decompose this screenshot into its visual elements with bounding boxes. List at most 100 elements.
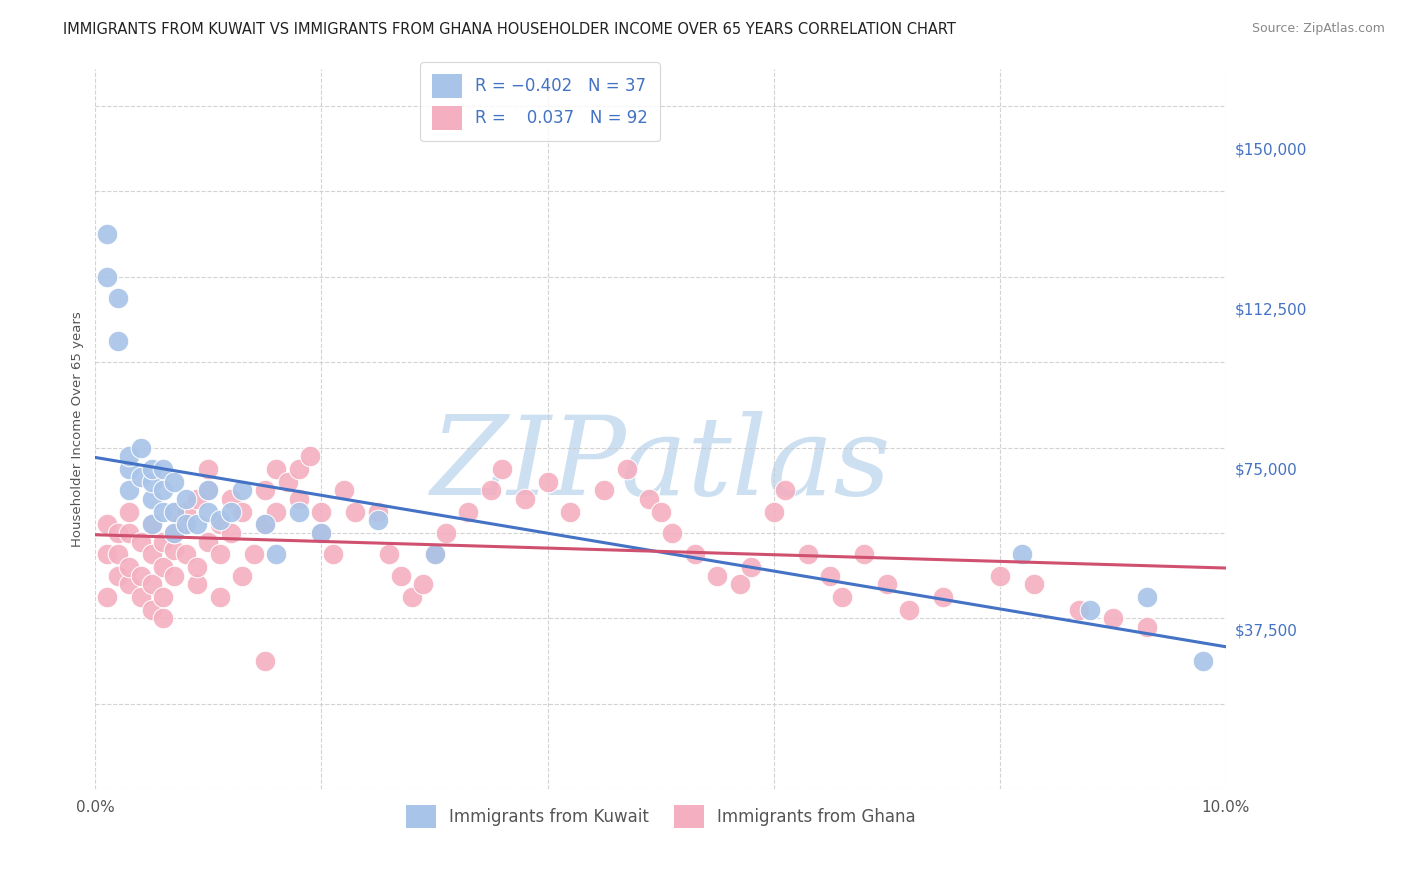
Point <box>219 505 242 519</box>
Point <box>1136 620 1159 634</box>
Point <box>197 483 219 498</box>
Point <box>1078 603 1101 617</box>
Point <box>253 654 276 668</box>
Y-axis label: Householder Income Over 65 years: Householder Income Over 65 years <box>72 311 84 547</box>
Point <box>152 590 174 604</box>
Point <box>208 547 231 561</box>
Point <box>174 517 197 532</box>
Text: IMMIGRANTS FROM KUWAIT VS IMMIGRANTS FROM GHANA HOUSEHOLDER INCOME OVER 65 YEARS: IMMIGRANTS FROM KUWAIT VS IMMIGRANTS FRO… <box>63 22 956 37</box>
Point <box>129 534 152 549</box>
Point <box>152 560 174 574</box>
Point <box>118 449 141 463</box>
Point <box>231 483 253 498</box>
Point <box>1067 603 1090 617</box>
Point <box>107 547 129 561</box>
Point <box>264 547 287 561</box>
Point <box>96 269 118 284</box>
Text: Source: ZipAtlas.com: Source: ZipAtlas.com <box>1251 22 1385 36</box>
Point <box>311 505 333 519</box>
Point <box>118 462 141 476</box>
Point <box>423 547 446 561</box>
Point <box>129 568 152 582</box>
Point <box>118 483 141 498</box>
Point <box>96 227 118 241</box>
Point <box>208 517 231 532</box>
Point <box>118 505 141 519</box>
Point <box>231 505 253 519</box>
Point <box>661 526 683 541</box>
Point <box>457 505 479 519</box>
Point <box>728 577 751 591</box>
Point <box>1022 577 1045 591</box>
Point <box>129 441 152 455</box>
Point <box>197 462 219 476</box>
Point <box>197 534 219 549</box>
Point <box>491 462 513 476</box>
Point <box>163 543 186 558</box>
Point <box>107 568 129 582</box>
Point <box>118 526 141 541</box>
Point <box>311 526 333 541</box>
Point <box>96 517 118 532</box>
Point <box>264 462 287 476</box>
Point <box>762 505 785 519</box>
Point <box>129 590 152 604</box>
Point <box>208 590 231 604</box>
Point <box>186 517 208 532</box>
Point <box>831 590 853 604</box>
Point <box>513 491 536 506</box>
Point <box>773 483 796 498</box>
Point <box>141 517 163 532</box>
Point <box>650 505 672 519</box>
Point <box>536 475 558 489</box>
Point <box>333 483 356 498</box>
Legend: Immigrants from Kuwait, Immigrants from Ghana: Immigrants from Kuwait, Immigrants from … <box>399 798 922 835</box>
Point <box>683 547 706 561</box>
Point <box>367 513 389 527</box>
Point <box>288 505 311 519</box>
Point <box>107 291 129 305</box>
Point <box>186 577 208 591</box>
Point <box>740 560 762 574</box>
Point <box>277 475 299 489</box>
Point <box>344 505 367 519</box>
Point <box>242 547 264 561</box>
Point <box>367 505 389 519</box>
Point <box>876 577 898 591</box>
Point <box>253 483 276 498</box>
Text: ZIPatlas: ZIPatlas <box>430 411 891 518</box>
Point <box>288 462 311 476</box>
Point <box>299 449 322 463</box>
Point <box>389 568 412 582</box>
Point <box>141 462 163 476</box>
Point <box>253 517 276 532</box>
Point <box>118 560 141 574</box>
Point <box>163 505 186 519</box>
Point <box>186 491 208 506</box>
Point <box>174 505 197 519</box>
Point <box>174 517 197 532</box>
Point <box>311 526 333 541</box>
Point <box>152 483 174 498</box>
Point <box>560 505 582 519</box>
Point <box>264 505 287 519</box>
Point <box>163 526 186 541</box>
Point <box>898 603 921 617</box>
Point <box>118 577 141 591</box>
Point <box>638 491 661 506</box>
Point <box>288 491 311 506</box>
Point <box>412 577 434 591</box>
Point <box>1011 547 1033 561</box>
Point <box>141 475 163 489</box>
Point <box>1102 611 1125 625</box>
Point <box>141 603 163 617</box>
Point <box>593 483 616 498</box>
Point <box>322 547 344 561</box>
Point <box>932 590 955 604</box>
Point <box>479 483 502 498</box>
Point <box>853 547 876 561</box>
Point <box>107 334 129 348</box>
Point <box>616 462 638 476</box>
Point <box>253 517 276 532</box>
Point <box>152 611 174 625</box>
